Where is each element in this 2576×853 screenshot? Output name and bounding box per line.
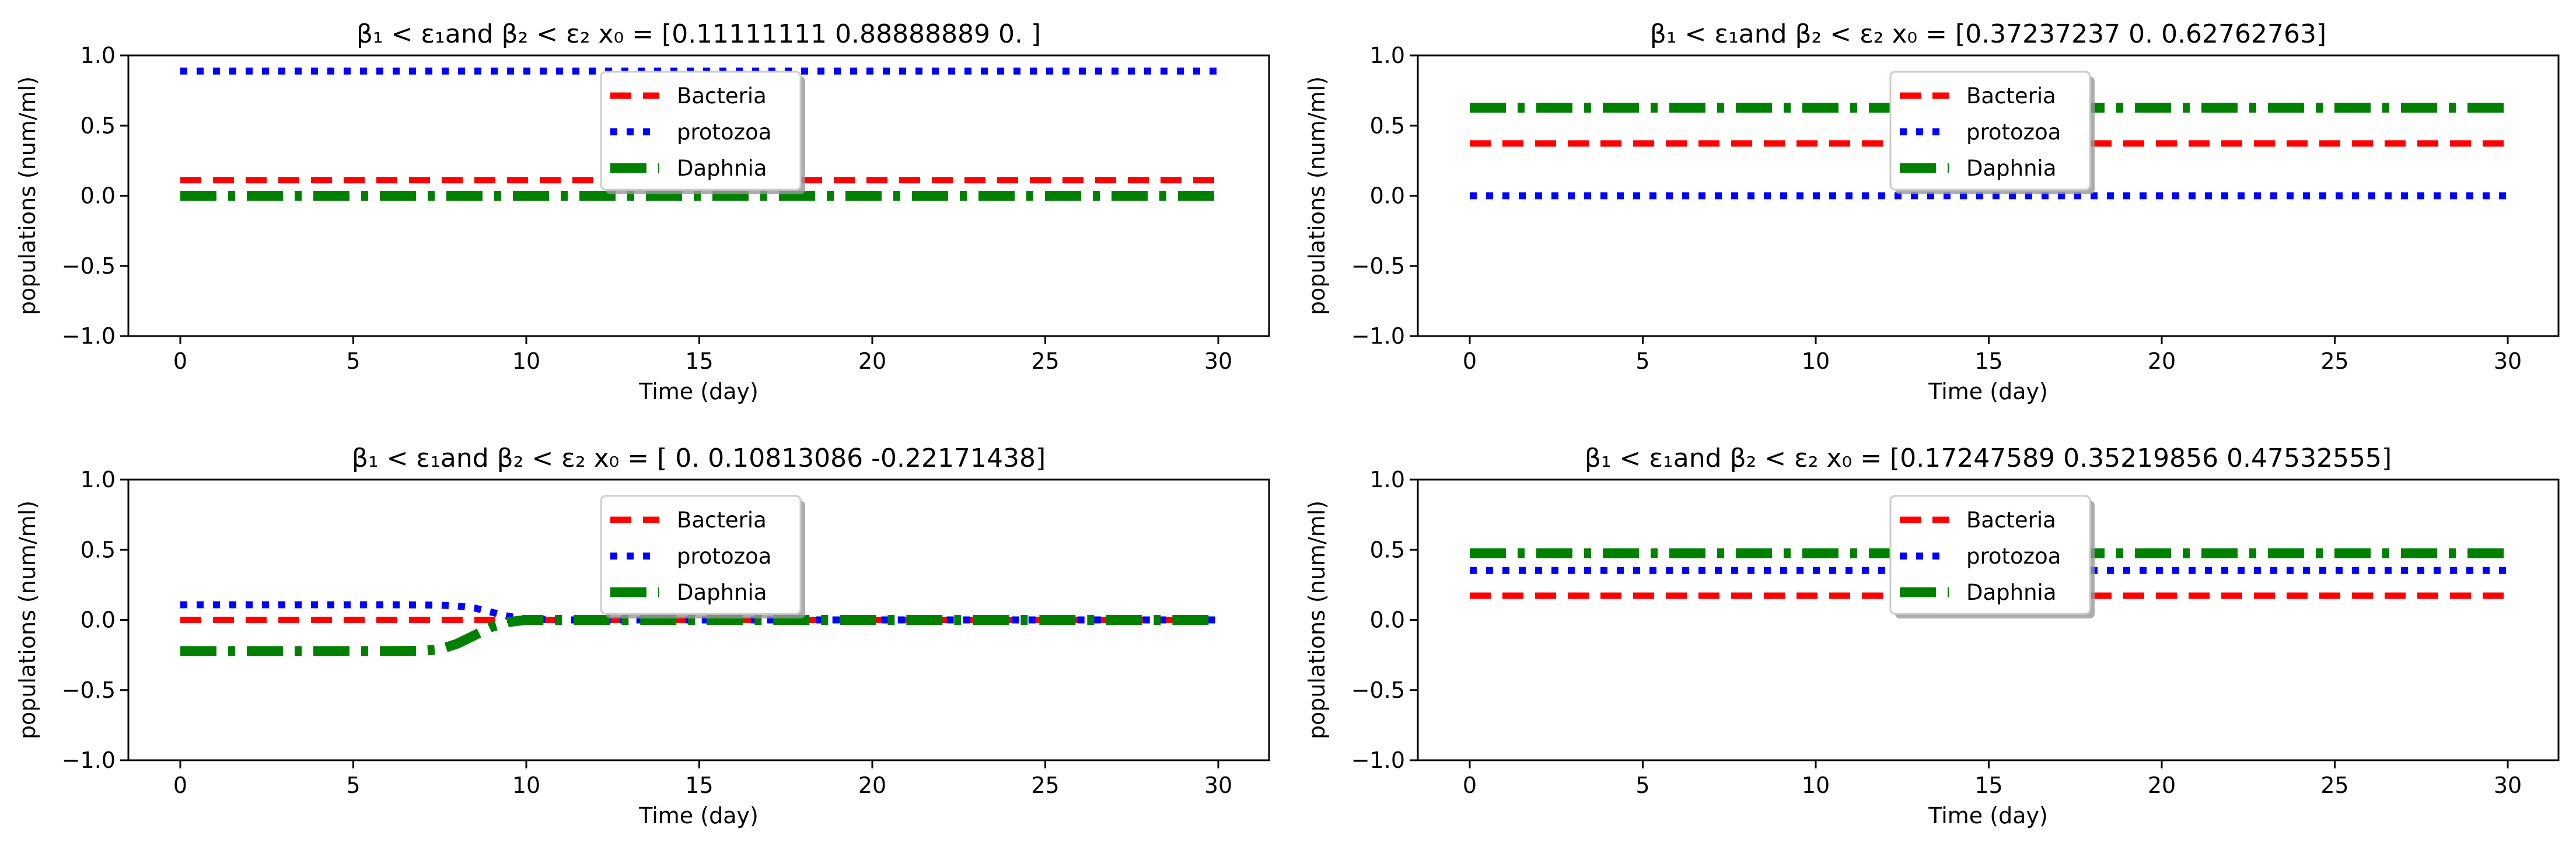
- y-tick-label: 0.5: [81, 113, 116, 138]
- x-tick-label: 0: [173, 772, 187, 798]
- y-tick-label: 0.5: [81, 537, 116, 562]
- legend-label-protozoa: protozoa: [1966, 120, 2061, 145]
- subplot-4: β₁ < ε₁and β₂ < ε₂ x₀ = [0.17247589 0.35…: [1304, 443, 2560, 828]
- x-tick-label: 15: [685, 348, 713, 374]
- y-tick-label: 0.0: [81, 607, 116, 633]
- x-tick-label: 15: [685, 772, 713, 798]
- legend-label-protozoa: protozoa: [1966, 544, 2061, 569]
- y-tick-label: −0.5: [62, 677, 116, 703]
- y-tick-label: 0.0: [1370, 183, 1405, 209]
- legend: Bacteria protozoa Daphnia: [1889, 71, 2095, 194]
- y-tick-label: 1.0: [81, 43, 116, 68]
- legend-label-bacteria: Bacteria: [677, 83, 767, 109]
- x-tick-label: 20: [2148, 772, 2176, 798]
- x-tick-label: 30: [2494, 772, 2522, 798]
- y-tick-label: 1.0: [1370, 467, 1405, 492]
- x-tick-label: 30: [1204, 772, 1232, 798]
- x-tick-label: 25: [1031, 348, 1059, 374]
- y-tick-label: −0.5: [1351, 677, 1405, 703]
- x-tick-label: 10: [512, 348, 540, 374]
- legend-box: [1889, 71, 2091, 191]
- x-tick-label: 5: [1635, 348, 1649, 374]
- chart-title: β₁ < ε₁and β₂ < ε₂ x₀ = [ 0. 0.10813086 …: [352, 443, 1046, 473]
- legend-box: [600, 495, 802, 615]
- x-tick-label: 0: [1463, 772, 1477, 798]
- y-tick-label: 0.0: [1370, 607, 1405, 633]
- legend-label-bacteria: Bacteria: [1966, 508, 2056, 533]
- x-tick-label: 30: [2494, 348, 2522, 374]
- y-axis-label: populations (num/ml): [15, 76, 40, 315]
- x-tick-label: 15: [1974, 348, 2002, 374]
- y-tick-label: 0.5: [1370, 537, 1405, 562]
- series-line-daphnia: [180, 615, 1218, 656]
- y-axis-label: populations (num/ml): [1304, 501, 1330, 739]
- x-tick-label: 5: [1635, 772, 1649, 798]
- subplot-1: β₁ < ε₁and β₂ < ε₂ x₀ = [0.11111111 0.88…: [15, 19, 1270, 404]
- y-tick-label: −0.5: [62, 253, 116, 279]
- legend-label-daphnia: Daphnia: [1966, 580, 2057, 605]
- legend: Bacteria protozoa Daphnia: [600, 495, 805, 618]
- x-tick-label: 0: [1463, 348, 1477, 374]
- x-axis-label: Time (day): [1928, 803, 2048, 828]
- y-tick-label: −1.0: [62, 747, 116, 773]
- x-tick-label: 20: [2148, 348, 2176, 374]
- legend-label-bacteria: Bacteria: [1966, 83, 2056, 109]
- chart-title: β₁ < ε₁and β₂ < ε₂ x₀ = [0.11111111 0.88…: [356, 19, 1041, 49]
- legend-box: [600, 71, 802, 191]
- legend: Bacteria protozoa Daphnia: [600, 71, 805, 194]
- y-tick-label: −1.0: [62, 323, 116, 349]
- legend: Bacteria protozoa Daphnia: [1889, 495, 2095, 618]
- y-tick-label: −1.0: [1351, 323, 1405, 349]
- x-tick-label: 20: [858, 348, 886, 374]
- x-tick-label: 5: [346, 348, 360, 374]
- x-axis-label: Time (day): [638, 379, 759, 404]
- y-tick-label: 1.0: [1370, 43, 1405, 68]
- chart-title: β₁ < ε₁and β₂ < ε₂ x₀ = [0.37237237 0. 0…: [1650, 19, 2326, 49]
- y-tick-label: 0.0: [81, 183, 116, 209]
- legend-label-bacteria: Bacteria: [677, 508, 767, 533]
- y-axis-label: populations (num/ml): [15, 501, 40, 739]
- legend-label-daphnia: Daphnia: [1966, 156, 2057, 181]
- x-axis-label: Time (day): [1928, 379, 2048, 404]
- x-tick-label: 10: [1802, 772, 1830, 798]
- legend-label-daphnia: Daphnia: [677, 156, 767, 181]
- x-tick-label: 0: [173, 348, 187, 374]
- x-tick-label: 5: [346, 772, 360, 798]
- legend-label-daphnia: Daphnia: [677, 580, 767, 605]
- x-axis-label: Time (day): [638, 803, 759, 828]
- subplot-2: β₁ < ε₁and β₂ < ε₂ x₀ = [0.37237237 0. 0…: [1304, 19, 2560, 404]
- y-tick-label: −0.5: [1351, 253, 1405, 279]
- y-axis-label: populations (num/ml): [1304, 76, 1330, 315]
- chart-title: β₁ < ε₁and β₂ < ε₂ x₀ = [0.17247589 0.35…: [1585, 443, 2392, 473]
- y-tick-label: 0.5: [1370, 113, 1405, 138]
- legend-label-protozoa: protozoa: [677, 120, 771, 145]
- x-tick-label: 25: [2320, 772, 2348, 798]
- x-tick-label: 10: [1802, 348, 1830, 374]
- x-tick-label: 15: [1974, 772, 2002, 798]
- legend-box: [1889, 495, 2091, 615]
- series-line-protozoa: [180, 601, 1218, 624]
- x-tick-label: 20: [858, 772, 886, 798]
- subplot-3: β₁ < ε₁and β₂ < ε₂ x₀ = [ 0. 0.10813086 …: [15, 443, 1270, 828]
- y-tick-label: −1.0: [1351, 747, 1405, 773]
- x-tick-label: 25: [2320, 348, 2348, 374]
- y-tick-label: 1.0: [81, 467, 116, 492]
- x-tick-label: 10: [512, 772, 540, 798]
- x-tick-label: 30: [1204, 348, 1232, 374]
- legend-label-protozoa: protozoa: [677, 544, 771, 569]
- x-tick-label: 25: [1031, 772, 1059, 798]
